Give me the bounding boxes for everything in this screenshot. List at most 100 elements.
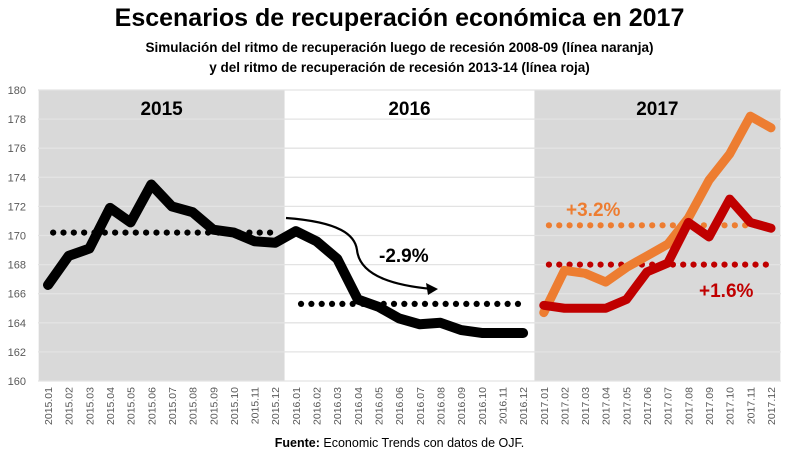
average-dot (669, 222, 676, 229)
decline-arrow-icon (285, 216, 438, 295)
chart-title: Escenarios de recuperación económica en … (114, 4, 685, 32)
average-dot (328, 300, 336, 307)
x-tick-label: 2015.01 (43, 387, 55, 425)
x-tick-label: 2015.02 (64, 387, 76, 425)
x-tick-label: 2015.03 (84, 387, 96, 425)
average-dot (638, 222, 645, 229)
y-tick-label: 166 (8, 289, 26, 301)
x-tick-label: 2017.04 (601, 387, 613, 425)
x-tick-label: 2015.09 (208, 387, 220, 425)
average-dot (762, 261, 769, 268)
average-dot (731, 222, 738, 229)
x-tick-label: 2016.08 (435, 387, 447, 425)
average-dot (81, 229, 88, 236)
average-dot (50, 229, 57, 236)
average-dot (587, 261, 594, 268)
period-label-2017: 2017 (636, 99, 678, 120)
average-dot (618, 222, 625, 229)
x-tick-label: 2017.12 (766, 387, 778, 425)
average-dot (308, 300, 315, 307)
y-tick-label: 176 (8, 143, 26, 155)
average-dot (649, 222, 656, 229)
average-dot (494, 300, 501, 307)
average-dot (514, 300, 522, 307)
average-dot (711, 261, 718, 268)
average-dot (463, 300, 470, 307)
average-dot (721, 261, 728, 268)
average-dot (597, 261, 604, 268)
average-dot (700, 261, 707, 268)
average-dot (566, 261, 573, 268)
source-text: Economic Trends con datos de OJF. (319, 436, 525, 450)
x-tick-label: 2015.07 (167, 387, 179, 425)
average-dot (256, 229, 263, 236)
average-dot (143, 229, 150, 236)
y-tick-label: 164 (8, 318, 26, 330)
average-dot (690, 261, 697, 268)
x-tick-label: 2016.10 (477, 387, 489, 425)
annotation-red-growth: +1.6% (699, 281, 754, 302)
x-tick-label: 2015.06 (146, 387, 158, 425)
chart-subtitle-line-1: Simulación del ritmo de recuperación lue… (145, 40, 654, 55)
average-dot (659, 222, 666, 229)
x-tick-label: 2017.03 (580, 387, 592, 425)
x-tick-label: 2017.07 (663, 387, 675, 425)
series-line-3 (539, 194, 776, 313)
y-tick-label: 178 (8, 114, 26, 126)
x-tick-label: 2016.09 (456, 387, 468, 425)
average-dot (60, 229, 67, 236)
x-tick-label: 2016.12 (518, 387, 530, 425)
average-dot (266, 229, 274, 236)
average-dot (297, 300, 305, 307)
average-dot (473, 300, 480, 307)
x-tick-label: 2016.07 (415, 387, 427, 425)
average-dot (411, 300, 418, 307)
average-dot (132, 229, 139, 236)
average-dot (587, 222, 594, 229)
average-dot (545, 261, 553, 268)
series-line-1 (43, 179, 529, 338)
average-dot (556, 222, 563, 229)
y-tick-label: 170 (8, 231, 26, 243)
x-tick-label: 2016.05 (374, 387, 386, 425)
average-dot (566, 222, 573, 229)
annotation-orange-growth: +3.2% (566, 200, 621, 221)
average-dot (452, 300, 460, 307)
x-tick-label: 2017.10 (725, 387, 737, 425)
x-tick-label: 2016.06 (394, 387, 406, 425)
annotation-decline-2016: -2.9% (379, 246, 429, 267)
average-dot (442, 300, 449, 307)
average-dot (390, 300, 398, 307)
x-tick-label: 2017.02 (559, 387, 571, 425)
average-dot (628, 222, 635, 229)
y-tick-label: 162 (8, 347, 26, 359)
x-tick-label: 2015.08 (188, 387, 200, 425)
period-label-2016: 2016 (388, 99, 430, 120)
x-tick-label: 2015.10 (229, 387, 241, 425)
series-line-2 (539, 111, 776, 318)
average-dot (174, 229, 181, 236)
average-dot (184, 229, 191, 236)
average-dot (194, 229, 201, 236)
average-dot (504, 300, 511, 307)
average-dot (607, 222, 615, 229)
x-tick-label: 2015.11 (250, 387, 262, 424)
average-dot (318, 300, 325, 307)
average-dot (597, 222, 604, 229)
x-tick-label: 2016.04 (353, 387, 365, 425)
x-tick-label: 2015.04 (105, 387, 117, 425)
average-dot (153, 229, 160, 236)
x-tick-label: 2017.11 (745, 387, 757, 424)
average-dot (607, 261, 615, 268)
chart-source: Fuente: Economic Trends con datos de OJF… (0, 436, 799, 450)
average-dot (401, 300, 408, 307)
y-tick-label: 180 (8, 85, 26, 97)
average-dot (483, 300, 491, 307)
x-tick-label: 2017.08 (683, 387, 695, 425)
average-dot (742, 261, 749, 268)
average-dot (421, 300, 429, 307)
source-label: Fuente: (274, 436, 320, 450)
x-tick-label: 2017.05 (621, 387, 633, 425)
average-dot (163, 229, 170, 236)
x-tick-label: 2016.11 (497, 387, 509, 424)
